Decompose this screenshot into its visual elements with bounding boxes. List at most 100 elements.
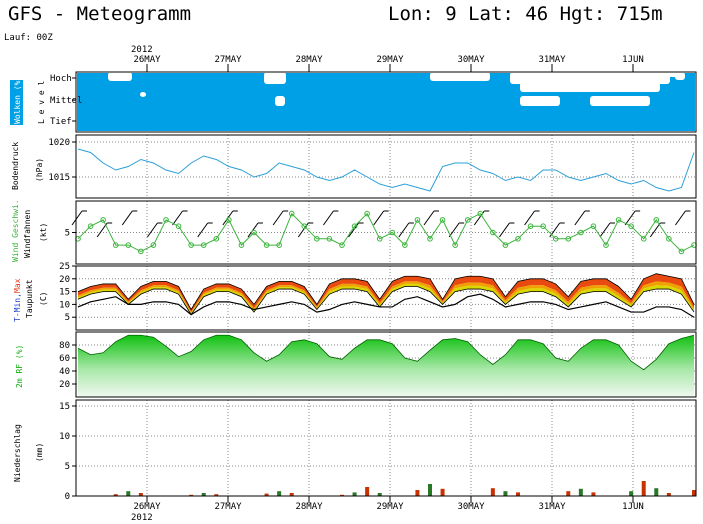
wind-speed-point bbox=[414, 217, 421, 223]
y-tick-label-pressure: 1015 bbox=[48, 173, 70, 183]
panel-border-wind bbox=[75, 200, 697, 265]
wind-speed-point bbox=[188, 242, 194, 248]
wind-barb bbox=[121, 210, 133, 226]
wind-speed-point bbox=[251, 229, 257, 236]
wind-speed-point bbox=[578, 229, 584, 236]
precip-bar bbox=[352, 492, 357, 496]
y-tick-label-wind: 5 bbox=[65, 229, 70, 239]
y-tick-label-rh: 80 bbox=[59, 341, 70, 351]
precip-bar bbox=[189, 494, 194, 496]
wind-speed-point bbox=[339, 242, 345, 248]
cloud-cover-blob bbox=[675, 72, 685, 80]
wind-speed-point bbox=[666, 236, 672, 242]
cloud-title-bg bbox=[10, 80, 23, 125]
wind-speed-point bbox=[565, 236, 572, 242]
temp-min-line bbox=[77, 286, 695, 316]
wind-speed-point bbox=[288, 210, 295, 217]
date-label-bottom: 26MAY bbox=[133, 502, 161, 512]
date-label-top: 27MAY bbox=[214, 55, 242, 65]
wind-speed-point bbox=[603, 242, 609, 248]
precip-bar bbox=[578, 488, 583, 496]
wind-speed-point bbox=[238, 242, 245, 248]
precip-bar bbox=[365, 487, 370, 496]
panel-frame-pressure bbox=[75, 134, 697, 199]
wind-speed-point bbox=[490, 229, 496, 236]
pressure-title: Bodendruck bbox=[11, 142, 20, 190]
cloud-cover-blob bbox=[108, 72, 132, 81]
wind-barb bbox=[272, 210, 284, 226]
rh-title: 2m RF (%) bbox=[15, 345, 24, 388]
y-tick-label-precip: 0 bbox=[65, 492, 70, 502]
cloud-cover-blob bbox=[275, 96, 285, 106]
wind-speed-point bbox=[213, 236, 220, 242]
precip-bar bbox=[654, 488, 659, 496]
cloud-cover-blob bbox=[520, 96, 560, 106]
y-tick-label-rh: 60 bbox=[59, 354, 70, 364]
cloud-cover-blob bbox=[140, 92, 146, 97]
wind-speed-point bbox=[87, 223, 94, 229]
wind-barb bbox=[323, 210, 334, 226]
wind-speed-point bbox=[653, 217, 660, 223]
wind-title-a: Wind Geschwi. bbox=[11, 199, 20, 262]
panel-border-pressure bbox=[75, 134, 697, 199]
wind-barb bbox=[448, 222, 460, 238]
wind-speed-point bbox=[263, 242, 270, 248]
precip-bar bbox=[138, 493, 143, 496]
precip-bar bbox=[264, 493, 269, 496]
panel-border-precip bbox=[75, 399, 697, 497]
panel-border-rh bbox=[75, 331, 697, 398]
pressure-unit: (hPa) bbox=[35, 158, 44, 182]
y-tick-label-temp: 5 bbox=[65, 313, 70, 323]
date-label-top: 28MAY bbox=[295, 55, 323, 65]
date-label-bottom: 31MAY bbox=[538, 502, 566, 512]
precip-bar bbox=[566, 491, 571, 496]
rh-line bbox=[77, 334, 695, 371]
y-tick-label-temp: 10 bbox=[59, 300, 70, 310]
precip-bar bbox=[629, 491, 634, 496]
date-label-top: 30MAY bbox=[457, 55, 485, 65]
temp-band-upper bbox=[78, 273, 694, 313]
wind-title-b: Windfahnen bbox=[23, 210, 32, 258]
wind-speed-point bbox=[402, 242, 408, 248]
wind-barb bbox=[649, 222, 661, 238]
cloud-cover-blob bbox=[590, 96, 650, 106]
date-label-bottom: 1JUN bbox=[622, 502, 644, 512]
wind-speed-point bbox=[100, 217, 106, 223]
date-label-top: 31MAY bbox=[538, 55, 566, 65]
precip-bar bbox=[126, 491, 131, 496]
wind-speed-point bbox=[364, 210, 370, 217]
dewpoint-line bbox=[77, 293, 695, 318]
wind-speed-point bbox=[351, 223, 358, 229]
run-label: Lauf: 00Z bbox=[4, 33, 53, 43]
wind-speed-point bbox=[628, 223, 634, 229]
pressure-line bbox=[77, 148, 695, 192]
precip-bar bbox=[113, 494, 118, 496]
y-tick-label-temp: 25 bbox=[59, 262, 70, 272]
precip-unit: (mm) bbox=[35, 443, 44, 462]
wind-speed-point bbox=[552, 236, 559, 242]
location-label: Lon: 9 Lat: 46 Hgt: 715m bbox=[388, 3, 663, 25]
wind-barb bbox=[624, 210, 636, 226]
cloud-level-label: Hoch bbox=[50, 74, 72, 84]
rh-area bbox=[78, 335, 694, 397]
wind-barb bbox=[499, 222, 510, 238]
wind-speed-point bbox=[326, 236, 333, 242]
cloud-cover-blob bbox=[520, 80, 660, 92]
date-label-top: 1JUN bbox=[622, 55, 644, 65]
panel-border-clouds bbox=[75, 71, 697, 133]
wind-barb bbox=[172, 210, 183, 226]
year-label-bottom: 2012 bbox=[131, 513, 153, 523]
wind-speed-point bbox=[150, 242, 157, 248]
precip-bar bbox=[641, 481, 646, 496]
precip-bar bbox=[340, 494, 344, 496]
cloud-cover-blob bbox=[264, 72, 286, 84]
precip-bar bbox=[377, 493, 382, 496]
wind-barb bbox=[675, 210, 686, 226]
wind-speed-point bbox=[314, 236, 320, 242]
wind-speed-point bbox=[226, 217, 232, 223]
wind-barb bbox=[71, 210, 83, 226]
precip-bar bbox=[666, 493, 671, 496]
chart-title: GFS - Meteogramm bbox=[8, 3, 191, 25]
cloud-level-label: Mittel bbox=[50, 96, 83, 106]
